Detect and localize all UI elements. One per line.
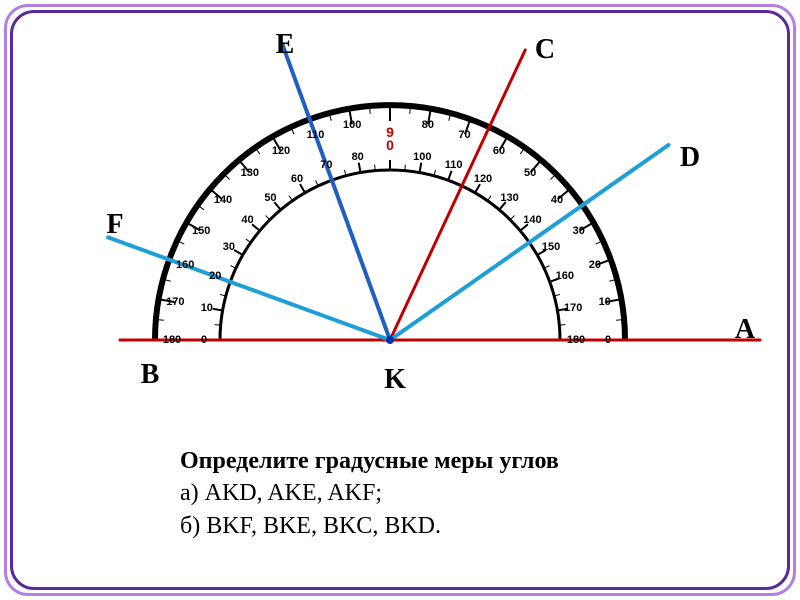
outer-scale-180: 180: [163, 334, 181, 346]
task-line-a: а) AKD, AKE, AKF;: [180, 477, 559, 509]
point-label-A: A: [735, 314, 755, 346]
inner-scale-70: 110: [445, 159, 463, 171]
inner-scale-100: 80: [352, 151, 364, 163]
inner-scale-20: 160: [556, 270, 574, 282]
outer-scale-150: 150: [192, 225, 210, 237]
point-label-B: B: [141, 359, 160, 391]
outer-scale-110: 110: [307, 129, 325, 141]
outer-scale-100: 100: [343, 119, 361, 131]
inner-scale-50: 130: [500, 192, 518, 204]
outer-scale-10: 10: [599, 296, 611, 308]
task-block: Определите градусные меры углов а) AKD, …: [180, 445, 559, 542]
outer-scale-0: 0: [605, 334, 611, 346]
outer-scale-120: 120: [272, 145, 290, 157]
outer-scale-160: 160: [176, 259, 194, 271]
point-label-D: D: [680, 142, 700, 174]
task-title: Определите градусные меры углов: [180, 445, 559, 477]
inner-scale-130: 50: [264, 192, 276, 204]
outer-scale-50: 50: [524, 167, 536, 179]
outer-scale-30: 30: [573, 225, 585, 237]
point-label-C: C: [535, 34, 555, 66]
inner-scale-40: 140: [523, 214, 541, 226]
inner-scale-150: 30: [223, 241, 235, 253]
inner-scale-140: 40: [241, 214, 253, 226]
inner-scale-120: 60: [291, 173, 303, 185]
inner-scale-30: 150: [542, 241, 560, 253]
inner-scale-0: 180: [567, 334, 585, 346]
inner-scale-170: 10: [201, 302, 213, 314]
inner-scale-160: 20: [209, 270, 221, 282]
stage: 0 180 10 170 20 160 30 150 40 140 50 130 60 120 70 110 8…: [0, 0, 800, 600]
point-label-F: F: [106, 209, 123, 241]
inner-scale-60: 120: [474, 173, 492, 185]
task-line-b: б) BKF, BKE, BKC, BKD.: [180, 510, 559, 542]
inner-scale-80: 100: [413, 151, 431, 163]
outer-scale-170: 170: [166, 296, 184, 308]
outer-scale-80: 80: [422, 119, 434, 131]
outer-scale-130: 130: [241, 167, 259, 179]
point-label-E: E: [276, 29, 295, 61]
outer-scale-40: 40: [551, 194, 563, 206]
outer-scale-20: 20: [589, 259, 601, 271]
inner-scale-110: 70: [320, 159, 332, 171]
ninety-label: 90: [386, 126, 394, 151]
outer-scale-70: 70: [458, 129, 470, 141]
inner-scale-10: 170: [564, 302, 582, 314]
outer-scale-60: 60: [493, 145, 505, 157]
outer-scale-140: 140: [214, 194, 232, 206]
inner-scale-180: 0: [201, 334, 207, 346]
point-label-K: K: [384, 364, 406, 396]
